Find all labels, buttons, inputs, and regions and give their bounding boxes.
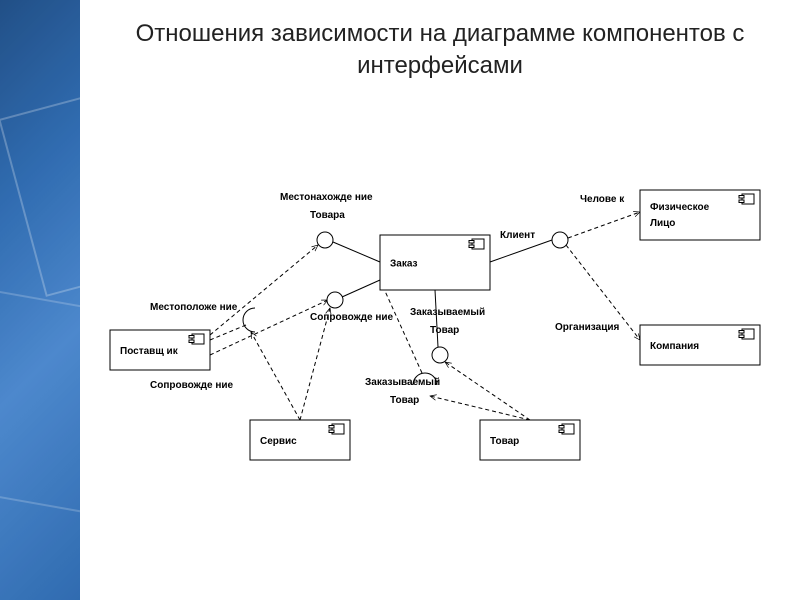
svg-text:Лицо: Лицо: [650, 218, 675, 229]
slide-decor-left: [0, 0, 80, 600]
edge-label: Заказываемый: [365, 377, 440, 388]
edge-label: Организация: [555, 322, 619, 333]
component-order: Заказ: [380, 235, 490, 290]
svg-text:Компания: Компания: [650, 341, 699, 352]
svg-text:Сервис: Сервис: [260, 436, 297, 447]
edge-label: Местоположе ние: [150, 302, 238, 313]
svg-text:Товар: Товар: [490, 436, 519, 447]
component-company: Компания: [640, 325, 760, 365]
edge-label: Клиент: [500, 230, 535, 241]
svg-text:Поставщ ик: Поставщ ик: [120, 346, 179, 357]
component-supplier: Поставщ ик: [110, 330, 210, 370]
edge-label: Челове к: [580, 194, 625, 205]
edge-label: Местонахожде ние: [280, 192, 373, 203]
component-person: Физическое Лицо: [640, 190, 760, 240]
edge-label: Сопровожде ние: [310, 312, 394, 323]
edge-label: Товар: [430, 325, 459, 336]
edge-label: Заказываемый: [410, 307, 485, 318]
edge-label: Сопровожде ние: [150, 380, 234, 391]
slide-content: Отношения зависимости на диаграмме компо…: [80, 0, 800, 600]
svg-text:Заказ: Заказ: [390, 259, 418, 270]
edge-label: Товара: [310, 210, 345, 221]
component-service: Сервис: [250, 420, 350, 460]
svg-text:Физическое: Физическое: [650, 202, 710, 213]
component-product: Товар: [480, 420, 580, 460]
page-title: Отношения зависимости на диаграмме компо…: [80, 18, 800, 83]
edge-label: Товар: [390, 395, 419, 406]
component-diagram: Поставщ ик Заказ Сервис Товар Физическое Лицо…: [80, 130, 800, 570]
